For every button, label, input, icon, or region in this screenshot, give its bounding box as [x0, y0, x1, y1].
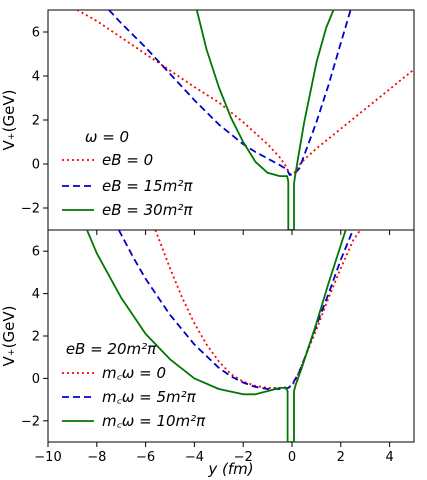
bottom-series-line-2 — [86, 230, 347, 442]
bottom-ytick-label: −2 — [21, 414, 40, 429]
top-series-line-1 — [108, 10, 352, 176]
top-series-group — [76, 10, 414, 230]
bottom-y-ticks: −2 0 2 4 6 — [21, 245, 48, 429]
bottom-legend-title: eB = 20m²π — [66, 340, 157, 358]
top-y-axis-label: V₊(GeV) — [0, 90, 18, 151]
bottom-ytick-label: 0 — [32, 372, 40, 387]
bottom-series-group — [86, 230, 362, 442]
bottom-xtick-label: 2 — [337, 450, 345, 465]
top-series-line-2 — [195, 10, 335, 230]
bottom-panel: −2 0 2 4 6 −10 −8 −6 −4 −2 0 2 4 V₊(GeV) y (fm) eB … — [0, 229, 415, 478]
top-legend-label-eb0: eB = 0 — [102, 151, 153, 169]
bottom-series-line-1 — [118, 230, 354, 390]
top-ytick-label: 2 — [32, 114, 40, 129]
top-legend-title: ω = 0 — [85, 128, 129, 146]
top-ytick-label: 4 — [32, 70, 40, 85]
bottom-xtick-label: −8 — [87, 450, 106, 465]
bottom-legend-label-w0: m꜀ω = 0 — [102, 364, 166, 382]
bottom-xtick-label: −6 — [136, 450, 155, 465]
top-x-ticks — [47, 230, 391, 235]
bottom-xtick-label: −10 — [34, 450, 61, 465]
top-legend-label-eb30: eB = 30m²π — [102, 201, 193, 219]
top-y-ticks: −2 0 2 4 6 — [21, 26, 48, 217]
top-legend: ω = 0 eB = 0 eB = 15m²π eB = 30m²π — [62, 128, 193, 219]
top-series-line-0 — [76, 10, 414, 175]
bottom-xtick-label: −2 — [234, 450, 253, 465]
bottom-xtick-label: 4 — [385, 450, 393, 465]
bottom-legend-label-w5: m꜀ω = 5m²π — [102, 388, 197, 406]
bottom-ytick-label: 4 — [32, 287, 40, 302]
bottom-x-axis-label: y (fm) — [207, 460, 253, 478]
bottom-legend-label-w10: m꜀ω = 10m²π — [102, 412, 206, 430]
bottom-xtick-label: 0 — [288, 450, 296, 465]
bottom-series-line-0 — [154, 230, 362, 389]
top-ytick-label: 0 — [32, 158, 40, 173]
bottom-x-ticks: −10 −8 −6 −4 −2 0 2 4 — [34, 442, 394, 465]
bottom-xtick-label: −4 — [185, 450, 204, 465]
top-panel: −2 0 2 4 6 V₊(GeV) ω = 0 eB = 0 eB = 15m²π e… — [0, 9, 415, 235]
bottom-ytick-label: 6 — [32, 245, 40, 260]
top-plot-area — [47, 9, 415, 231]
bottom-plot-area — [47, 229, 415, 443]
top-legend-label-eb15: eB = 15m²π — [102, 177, 193, 195]
top-ytick-label: 6 — [32, 26, 40, 41]
bottom-y-axis-label: V₊(GeV) — [0, 306, 18, 367]
bottom-ytick-label: 2 — [32, 330, 40, 345]
bottom-legend: eB = 20m²π m꜀ω = 0 m꜀ω = 5m²π m꜀ω = 10m²… — [62, 340, 206, 430]
top-ytick-label: −2 — [21, 202, 40, 217]
